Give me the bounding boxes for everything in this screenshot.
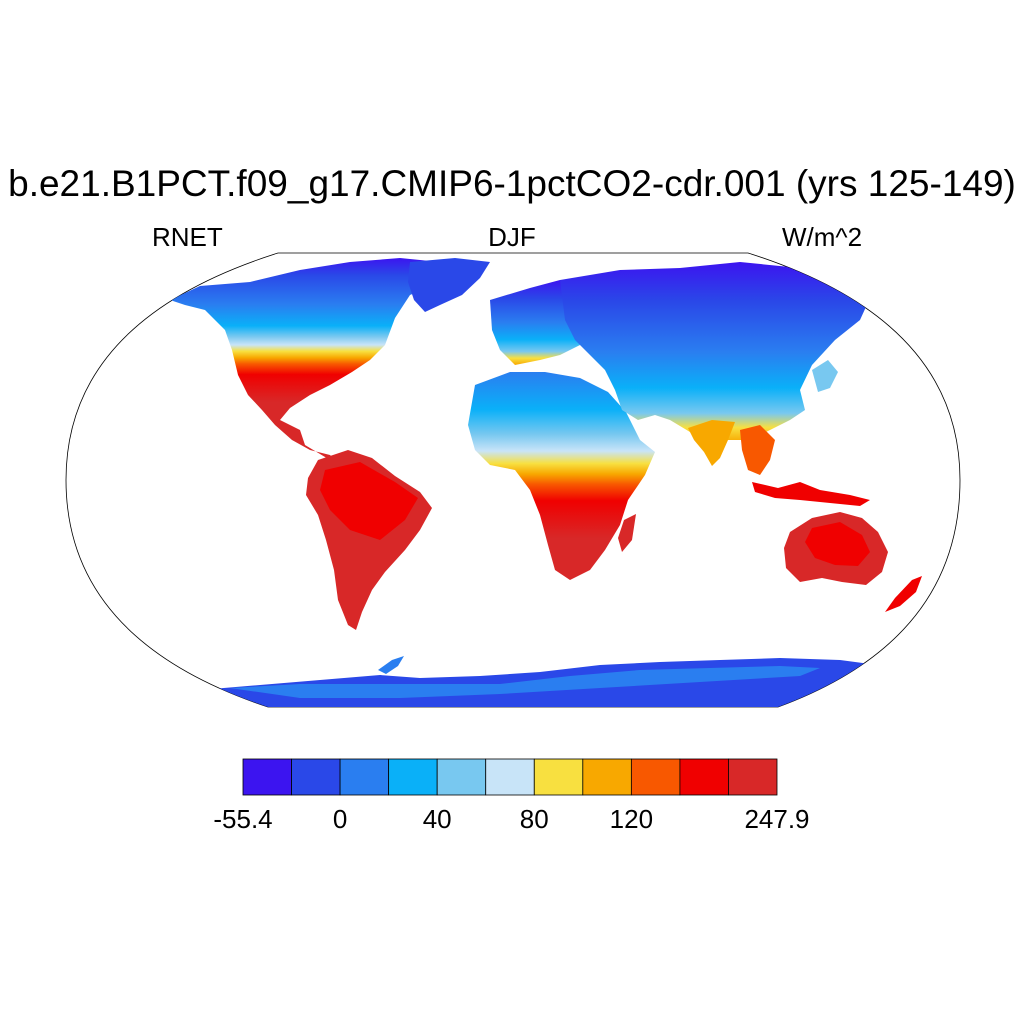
- colorbar-swatch: [291, 758, 341, 796]
- colorbar-tick-label: 247.9: [744, 804, 810, 834]
- land-greenland: [408, 258, 490, 312]
- colorbar-swatch: [679, 758, 729, 796]
- colorbar-swatch: [339, 758, 390, 796]
- plot-title: b.e21.B1PCT.f09_g17.CMIP6-1pctCO2-cdr.00…: [8, 163, 1016, 204]
- land-north-america: [170, 258, 480, 470]
- colorbar-tick-label: 40: [422, 804, 452, 834]
- land-antarctic-peninsula: [378, 656, 404, 674]
- colorbar: [242, 758, 778, 796]
- colorbar-tick-label: 0: [332, 804, 348, 834]
- land-australia-core: [805, 522, 870, 566]
- colorbar-swatch: [728, 758, 778, 796]
- variable-label: RNET: [152, 222, 223, 252]
- land-japan: [812, 360, 838, 392]
- land-madagascar: [618, 514, 636, 552]
- season-label: DJF: [488, 222, 536, 252]
- colorbar-swatch: [582, 758, 632, 796]
- land-south-america-core: [320, 462, 418, 540]
- colorbar-tick-label: 80: [519, 804, 549, 834]
- colorbar-tick-label: -55.4: [213, 804, 273, 834]
- colorbar-swatch: [485, 758, 535, 796]
- units-label: W/m^2: [782, 222, 863, 252]
- land-new-zealand: [885, 576, 922, 612]
- land-antarctica-band: [230, 666, 820, 698]
- colorbar-swatch: [436, 758, 487, 796]
- colorbar-swatch: [630, 758, 681, 796]
- colorbar-tick-label: 120: [609, 804, 654, 834]
- colorbar-swatch: [533, 758, 584, 796]
- land-asia: [560, 262, 870, 442]
- land-se-asia: [740, 425, 775, 475]
- land-indonesia: [752, 482, 870, 506]
- colorbar-swatch: [242, 758, 292, 796]
- land-africa: [468, 372, 655, 580]
- land-india: [688, 420, 735, 466]
- colorbar-swatch: [388, 758, 438, 796]
